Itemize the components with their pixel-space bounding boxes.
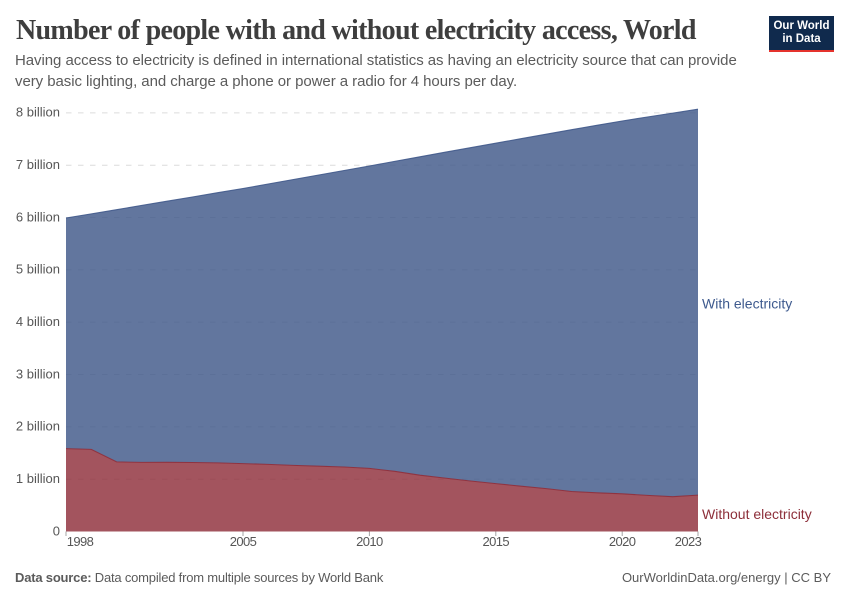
svg-text:0: 0 xyxy=(53,524,60,539)
svg-text:2 billion: 2 billion xyxy=(16,419,60,434)
svg-text:7 billion: 7 billion xyxy=(16,157,60,172)
svg-text:With electricity: With electricity xyxy=(702,296,792,312)
svg-text:8 billion: 8 billion xyxy=(16,105,60,120)
svg-text:1998: 1998 xyxy=(67,534,94,549)
svg-text:2005: 2005 xyxy=(230,534,257,549)
svg-text:Without electricity: Without electricity xyxy=(702,506,812,522)
svg-text:5 billion: 5 billion xyxy=(16,262,60,277)
svg-text:4 billion: 4 billion xyxy=(16,314,60,329)
svg-text:3 billion: 3 billion xyxy=(16,366,60,381)
svg-text:2020: 2020 xyxy=(609,534,636,549)
svg-text:2023: 2023 xyxy=(675,534,702,549)
svg-text:2015: 2015 xyxy=(483,534,510,549)
svg-text:1 billion: 1 billion xyxy=(16,471,60,486)
svg-text:2010: 2010 xyxy=(356,534,383,549)
svg-text:6 billion: 6 billion xyxy=(16,209,60,224)
